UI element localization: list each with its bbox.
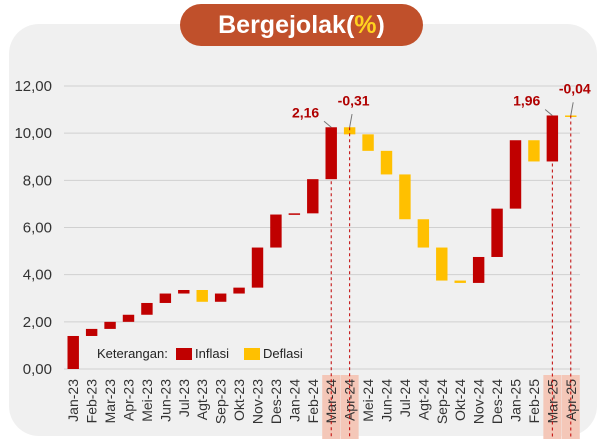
y-axis-ticks: 0,00 2,00 4,00 6,00 8,00 10,00 12,00 [14, 78, 52, 378]
x-tick-label: Jan-23 [65, 379, 81, 422]
bar-sep-24 [436, 247, 448, 281]
bar-jul-23 [178, 289, 190, 294]
x-tick-label: Apr-23 [121, 379, 137, 421]
bar-jun-23 [159, 293, 172, 303]
bar-jan-24 [288, 213, 301, 215]
x-tick-label: Jun-23 [157, 379, 173, 422]
legend: Keterangan: Inflasi Deflasi [97, 346, 303, 361]
bar-nov-23 [251, 247, 264, 288]
bar-mar-23 [104, 321, 116, 329]
x-tick-label: Sep-23 [213, 379, 229, 424]
chart-title: Bergejolak (%) [180, 4, 423, 46]
bar-des-24 [491, 208, 503, 257]
highlight-band-apr-24 [340, 375, 359, 439]
x-tick-label: Nov-24 [471, 379, 487, 424]
y-tick-label: 10,00 [14, 125, 52, 142]
chart-title-close: ) [376, 10, 385, 39]
highlight-bands [322, 375, 580, 439]
x-tick-label: Des-23 [268, 379, 284, 424]
y-tick-label: 12,00 [14, 78, 52, 95]
data-label: -0,31 [338, 92, 370, 108]
bar-mei-24 [362, 134, 374, 151]
bar-feb-25 [528, 140, 540, 162]
chart-title-open: ( [345, 10, 355, 39]
x-tick-label: Feb-25 [526, 379, 542, 424]
x-tick-label: Des-24 [489, 379, 505, 424]
x-tick-label: Jan-25 [508, 379, 524, 422]
bar-des-23 [270, 214, 282, 248]
highlight-band-mar-25 [543, 375, 562, 439]
bar-jun-24 [380, 150, 393, 175]
x-tick-label: Jun-24 [379, 379, 395, 422]
highlight-band-apr-25 [561, 375, 580, 439]
bar-nov-24 [472, 256, 485, 283]
x-tick-label: Mar-23 [102, 379, 118, 424]
x-tick-label: Agt-23 [194, 379, 210, 420]
bar-jul-24 [399, 174, 411, 220]
bar-apr-24 [343, 127, 356, 135]
legend-deflasi-label: Deflasi [263, 346, 303, 361]
x-tick-label: Feb-23 [84, 379, 100, 424]
x-axis-ticks: Jan-23 Feb-23 Mar-23 Apr-23 Mei-23 Jun-23 Jul-… [65, 379, 579, 424]
annotations: 2,16 -0,31 1,96 -0,04 [292, 80, 591, 439]
data-label: 1,96 [513, 92, 540, 108]
legend-prefix: Keterangan: [97, 346, 168, 361]
y-tick-label: 2,00 [23, 314, 52, 331]
bar-jan-23 [67, 335, 79, 369]
bar-okt-24 [454, 280, 466, 283]
x-tick-label: Mar-25 [544, 379, 560, 424]
bar-mar-25 [546, 115, 559, 162]
x-tick-label: Mei-24 [360, 379, 376, 422]
label-pointer [349, 113, 353, 128]
y-tick-label: 0,00 [23, 361, 52, 378]
chart-title-main: Bergejolak [218, 10, 346, 39]
bar-jan-25 [509, 140, 522, 209]
x-tick-label: Jul-24 [397, 379, 413, 417]
x-tick-label: Feb-24 [305, 379, 321, 424]
data-label: 2,16 [292, 104, 319, 120]
label-pointer [323, 120, 332, 128]
y-tick-label: 8,00 [23, 172, 52, 189]
x-tick-label: Jul-23 [176, 379, 192, 417]
x-tick-label: Mei-23 [139, 379, 155, 422]
chart-title-percent: % [354, 10, 377, 39]
x-tick-label: Okt-24 [452, 379, 468, 421]
bar-sep-23 [214, 293, 227, 302]
bar-feb-23 [85, 328, 98, 336]
bar-mei-23 [141, 302, 153, 315]
y-tick-label: 4,00 [23, 267, 52, 284]
bar-okt-23 [233, 287, 245, 294]
x-tick-label: Nov-23 [250, 379, 266, 424]
bars [67, 115, 577, 369]
highlight-band-mar-24 [322, 375, 341, 439]
x-tick-label: Sep-24 [434, 379, 450, 424]
x-tick-label: Jan-24 [286, 379, 302, 422]
x-tick-label: Agt-24 [415, 379, 431, 420]
bar-agt-24 [417, 219, 430, 248]
data-label: -0,04 [559, 80, 591, 96]
legend-deflasi-swatch [244, 348, 260, 360]
label-pointer [570, 102, 574, 116]
bar-agt-23 [196, 289, 208, 302]
bar-apr-23 [122, 314, 135, 322]
x-tick-label: Okt-23 [231, 379, 247, 421]
label-pointer [544, 109, 553, 116]
x-tick-label: Mar-24 [323, 379, 339, 424]
legend-inflasi-label: Inflasi [195, 346, 229, 361]
legend-inflasi-swatch [176, 348, 192, 360]
y-tick-label: 6,00 [23, 220, 52, 237]
bar-feb-24 [307, 179, 319, 214]
